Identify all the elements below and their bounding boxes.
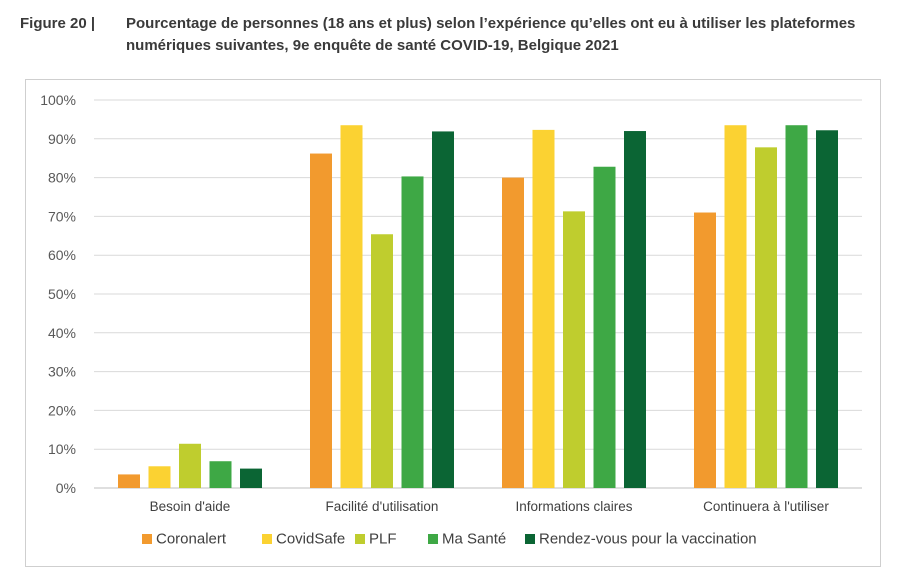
bar (694, 212, 716, 488)
bar (724, 125, 747, 488)
legend-swatch (262, 534, 272, 544)
y-tick-label: 90% (48, 131, 76, 147)
bar (371, 234, 393, 488)
chart-frame (25, 79, 881, 567)
bar (755, 147, 777, 488)
bar (340, 125, 363, 488)
x-category-label: Facilité d'utilisation (326, 499, 439, 514)
gridlines (94, 99, 862, 489)
y-tick-label: 100% (40, 92, 76, 108)
bars (118, 125, 838, 489)
legend: Coronalert CovidSafe PLF Ma Santé Rendez-vou… (142, 531, 757, 548)
legend-label: CovidSafe (276, 531, 345, 548)
y-tick-label: 30% (48, 364, 76, 380)
bar (532, 129, 555, 488)
x-category-label: Informations claires (515, 499, 632, 514)
bar (785, 125, 808, 488)
bar (179, 443, 201, 488)
legend-swatch (525, 534, 535, 544)
bar (432, 131, 454, 489)
legend-label: Rendez-vous pour la vaccination (539, 531, 757, 548)
x-category-label: Besoin d'aide (150, 499, 231, 514)
x-axis: Besoin d'aide Facilité d'utilisation Infor… (150, 499, 830, 514)
y-tick-label: 10% (48, 441, 76, 457)
bar (118, 474, 140, 488)
bar (401, 176, 424, 488)
y-axis: 0% 10% 20% 30% 40% 50% 60% 70% 80% 90% 100% (40, 92, 76, 496)
y-tick-label: 0% (56, 480, 76, 496)
legend-swatch (428, 534, 438, 544)
figure-number: Figure 20 | (20, 15, 96, 32)
bar (593, 166, 616, 488)
y-tick-label: 20% (48, 402, 76, 418)
y-tick-label: 40% (48, 325, 76, 341)
x-category-label: Continuera à l'utiliser (703, 499, 829, 514)
bar (816, 130, 838, 488)
legend-label: Ma Santé (442, 531, 506, 548)
legend-swatch (355, 534, 365, 544)
y-tick-label: 60% (48, 247, 76, 263)
bar (502, 177, 524, 488)
bar (624, 131, 646, 489)
legend-label: PLF (369, 531, 397, 548)
bar (310, 153, 332, 488)
bar (209, 461, 232, 488)
legend-label: Coronalert (156, 531, 227, 548)
bar (563, 211, 585, 488)
y-tick-label: 50% (48, 286, 76, 302)
y-tick-label: 70% (48, 208, 76, 224)
legend-swatch (142, 534, 152, 544)
figure-title: Figure 20 | Pourcentage de personnes (18… (20, 13, 890, 57)
bar (240, 468, 262, 488)
figure-caption: Pourcentage de personnes (18 ans et plus… (126, 15, 856, 54)
bar (148, 466, 171, 488)
y-tick-label: 80% (48, 170, 76, 186)
